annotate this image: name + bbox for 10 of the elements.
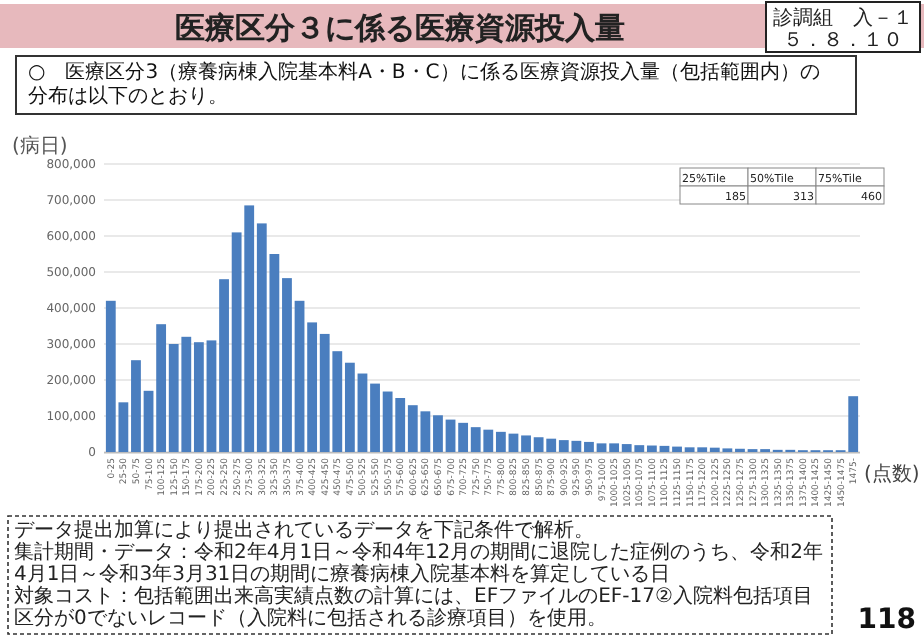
x-axis-title: (点数) (864, 462, 920, 486)
text: 118 (857, 604, 916, 636)
text: ５．８．１０ (783, 30, 903, 52)
text: 診調組 入－１ (773, 6, 913, 30)
text: 集計期間・データ：令和2年4月1日～令和4年12月の期間に退院した症例のうち、令和2年4月1日～令和3年3月31日の期間に療養病棟入院基本料を算定している日 (14, 540, 824, 586)
text: データ提出加算により提出されているデータを下記条件で解析。 (14, 518, 594, 542)
chart-title: 医療区分３に係る医療資源投入量 (175, 10, 625, 46)
text: 対象コスト：包括範囲出来高実績点数の計算には、EFファイルのEF-17②入院料包括項目区分が0でないレコード（入院料に包括される診療項目）を使用。 (14, 584, 813, 630)
y-axis-title: (病日) (12, 134, 68, 158)
chart-subtitle: ○ 医療区分3（療養病棟入院基本料A・B・C）に係る医療資源投入量（包括範囲内）の分布は以下のとおり。 (28, 60, 820, 108)
